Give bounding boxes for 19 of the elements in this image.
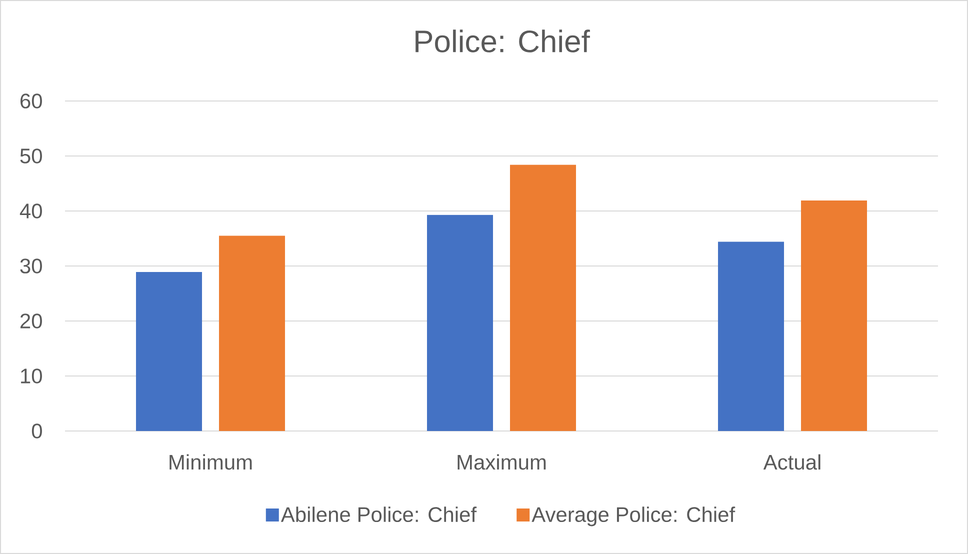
chart-title: Police: Chief [416,30,590,52]
x-tick-label: Actual [763,454,820,470]
y-tick-label: 60 [20,94,42,108]
legend-label: Abilene Police: Chief [280,506,477,522]
bar [427,214,494,431]
bar [718,242,784,431]
y-tick-label: 10 [21,368,42,384]
bar [136,272,202,431]
x-tick-label: Maximum [458,454,546,470]
bar [219,236,286,431]
y-tick-label: 20 [20,314,42,328]
y-tick-label: 50 [20,148,42,164]
y-tick-label: 0 [32,424,42,438]
y-tick-label: 30 [20,258,42,274]
bar [510,164,576,431]
legend-label: Average Police: Chief [532,506,736,526]
bar [801,200,868,431]
y-tick-label: 40 [20,204,42,218]
x-tick-label: Minimum [170,454,252,470]
